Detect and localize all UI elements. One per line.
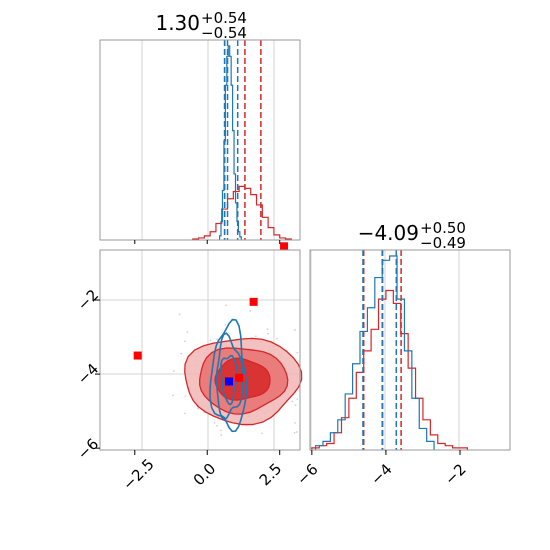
scatter-point <box>260 432 263 435</box>
reference-marker <box>249 297 258 306</box>
panel-param0-histogram: 1.30 +0.54 −0.54 <box>99 9 301 241</box>
blue-contour <box>219 354 239 406</box>
y-tick-label-c: −6 <box>74 435 102 463</box>
param1-title: −4.09 +0.50 −0.49 <box>358 219 466 252</box>
x-tick-label-c: −2 <box>441 460 469 488</box>
scatter-point <box>294 404 297 407</box>
scatter-point <box>266 328 269 331</box>
scatter-point <box>216 338 219 341</box>
param1-histogram-red <box>311 289 469 450</box>
scatter-point <box>224 323 227 326</box>
joint-frame <box>99 249 301 451</box>
param1-title-minus: −0.49 <box>420 234 466 252</box>
param0-histogram-red <box>192 185 292 240</box>
param0-histogram-series <box>192 45 292 240</box>
scatter-point <box>186 331 189 334</box>
scatter-point <box>254 335 257 338</box>
scatter-point <box>220 429 222 432</box>
scatter-point <box>267 332 269 335</box>
scatter-point <box>296 351 299 354</box>
scatter-point <box>184 412 186 415</box>
scatter-point <box>293 431 296 434</box>
scatter-point <box>225 304 228 307</box>
scatter-point <box>294 329 296 331</box>
scatter-point <box>291 400 294 403</box>
scatter-point <box>172 394 175 397</box>
x-tick-label-b: 0.0 <box>190 460 220 490</box>
point-markers <box>133 242 289 386</box>
truth-marker <box>224 377 233 386</box>
scatter-point <box>296 398 299 400</box>
scatter-point <box>184 395 187 398</box>
scatter-point <box>197 407 199 410</box>
param1-histogram-frame <box>309 249 511 451</box>
reference-marker <box>235 373 244 382</box>
param0-quantile-lines <box>223 40 262 240</box>
param1-histogram-series <box>311 255 469 450</box>
param1-histogram-blue <box>314 255 435 450</box>
param1-quantile-lines <box>362 250 402 450</box>
scatter-point <box>296 431 298 433</box>
scatter-point <box>178 313 181 316</box>
scatter-point <box>276 337 278 340</box>
blue-contour <box>215 332 244 421</box>
param0-title-value: 1.30 <box>155 11 200 35</box>
scatter-point <box>249 309 252 312</box>
param0-histogram-frame <box>99 39 301 241</box>
panel-joint-2d: −2 −4 −6 −2.5 0.0 2.5 <box>74 242 303 494</box>
panel-param1-histogram: −6 −4 −2 −4.09 +0.50 −0.49 <box>293 219 511 489</box>
x-tick-label-b: −4 <box>367 460 395 488</box>
x-tick-label-a: −2.5 <box>119 455 157 493</box>
x-tick-label-c: 2.5 <box>256 460 286 490</box>
scatter-point <box>209 339 212 342</box>
scatter-point <box>213 421 216 424</box>
reference-marker <box>133 351 142 360</box>
scatter-point <box>172 370 175 373</box>
scatter-point <box>294 421 296 424</box>
scatter-point <box>216 424 218 427</box>
param1-title-value: −4.09 <box>358 221 419 245</box>
tick-marks <box>95 240 461 455</box>
reference-marker <box>280 242 289 251</box>
density-contours <box>184 318 303 433</box>
param0-title: 1.30 +0.54 −0.54 <box>155 9 247 42</box>
x-tick-label-a: −6 <box>293 460 321 488</box>
scatter-point <box>220 434 223 436</box>
param0-title-plus: +0.54 <box>201 9 247 27</box>
blue-contour <box>209 318 248 433</box>
scatter-point <box>184 340 186 343</box>
param0-title-minus: −0.54 <box>201 24 247 42</box>
scatter-point <box>180 352 183 355</box>
param1-title-plus: +0.50 <box>420 219 466 237</box>
